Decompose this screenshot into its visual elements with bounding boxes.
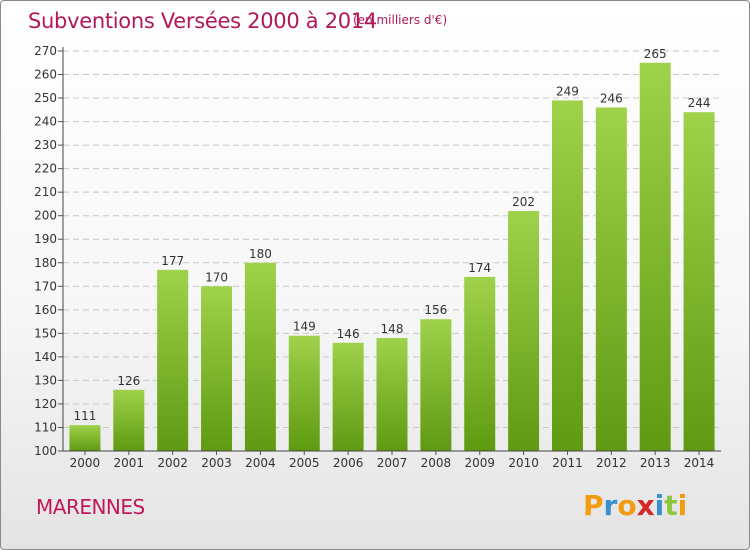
x-axis-ticks: 2000 2001 2002 2003 2004 2005 2006 2007 2008 2009… — [70, 451, 715, 470]
x-tick-label: 2011 — [552, 456, 583, 470]
x-tick-label: 2005 — [289, 456, 320, 470]
data-label-2010: 202 — [512, 195, 535, 209]
logo-letter: o — [617, 489, 637, 522]
x-tick-label: 2003 — [201, 456, 232, 470]
data-label-2009: 174 — [468, 261, 491, 275]
data-label-2004: 180 — [249, 247, 272, 261]
y-tick-label: 230 — [34, 138, 57, 152]
y-tick-label: 200 — [34, 209, 57, 223]
x-tick-label: 2008 — [421, 456, 452, 470]
y-tick-label: 220 — [34, 162, 57, 176]
data-label-2001: 126 — [117, 374, 140, 388]
y-axis-ticks: 100 110 120 130 140 150 160 170 180 190 200 210 220 2… — [34, 44, 63, 458]
logo-letter: x — [636, 489, 655, 522]
bar-2013 — [639, 62, 671, 451]
bars — [69, 62, 715, 452]
bar-2011 — [551, 100, 583, 451]
y-tick-label: 190 — [34, 232, 57, 246]
data-label-2012: 246 — [600, 91, 623, 105]
data-label-2003: 170 — [205, 270, 228, 284]
bar-2000 — [69, 425, 101, 451]
data-label-2002: 177 — [161, 254, 184, 268]
logo-letter: i — [677, 489, 688, 522]
x-tick-label: 2006 — [333, 456, 364, 470]
y-tick-label: 120 — [34, 397, 57, 411]
logo-letter: P — [583, 489, 604, 522]
data-label-2014: 244 — [688, 96, 711, 110]
x-tick-label: 2002 — [157, 456, 188, 470]
y-tick-label: 100 — [34, 444, 57, 458]
bar-2004 — [244, 262, 276, 451]
data-label-2008: 156 — [424, 303, 447, 317]
y-tick-label: 180 — [34, 256, 57, 270]
data-label-2013: 265 — [644, 47, 667, 61]
data-label-2006: 146 — [337, 327, 360, 341]
bar-2001 — [113, 389, 145, 451]
y-tick-label: 130 — [34, 373, 57, 387]
proxiti-logo: Proxiti — [583, 489, 687, 522]
bar-2003 — [201, 286, 233, 451]
bar-2005 — [288, 335, 320, 451]
x-tick-label: 2001 — [114, 456, 145, 470]
data-label-2011: 249 — [556, 84, 579, 98]
y-tick-label: 210 — [34, 185, 57, 199]
data-label-2005: 149 — [293, 320, 316, 334]
x-tick-label: 2012 — [596, 456, 627, 470]
commune-name: MARENNES — [36, 495, 145, 519]
y-tick-label: 250 — [34, 91, 57, 105]
x-tick-label: 2007 — [377, 456, 408, 470]
data-labels: 111 126 177 170 180 149 146 148 156 174 202 249 246 2… — [73, 47, 710, 423]
x-tick-label: 2004 — [245, 456, 276, 470]
y-tick-label: 270 — [34, 44, 57, 58]
y-tick-label: 260 — [34, 68, 57, 82]
bar-2007 — [376, 338, 408, 451]
data-label-2000: 111 — [73, 409, 96, 423]
x-tick-label: 2010 — [508, 456, 539, 470]
y-tick-label: 110 — [34, 420, 57, 434]
bar-2009 — [464, 276, 496, 451]
x-tick-label: 2014 — [684, 456, 715, 470]
bar-2010 — [508, 211, 540, 451]
data-label-2007: 148 — [381, 322, 404, 336]
x-tick-label: 2013 — [640, 456, 671, 470]
logo-letter: r — [603, 489, 618, 522]
bar-2014 — [683, 112, 715, 452]
bar-2002 — [157, 269, 189, 451]
bar-2008 — [420, 319, 452, 451]
y-tick-label: 160 — [34, 303, 57, 317]
axes — [62, 47, 721, 452]
chart-title: Subventions Versées 2000 à 2014 — [28, 9, 377, 33]
bar-2012 — [595, 107, 627, 452]
x-tick-label: 2009 — [464, 456, 495, 470]
logo-letter: i — [654, 489, 665, 522]
y-tick-label: 150 — [34, 326, 57, 340]
y-tick-label: 170 — [34, 279, 57, 293]
x-tick-label: 2000 — [70, 456, 101, 470]
bar-2006 — [332, 342, 364, 451]
y-tick-label: 140 — [34, 350, 57, 364]
y-tick-label: 240 — [34, 115, 57, 129]
chart-subtitle: (en milliers d'€) — [353, 13, 448, 27]
logo-letter: t — [664, 489, 678, 522]
